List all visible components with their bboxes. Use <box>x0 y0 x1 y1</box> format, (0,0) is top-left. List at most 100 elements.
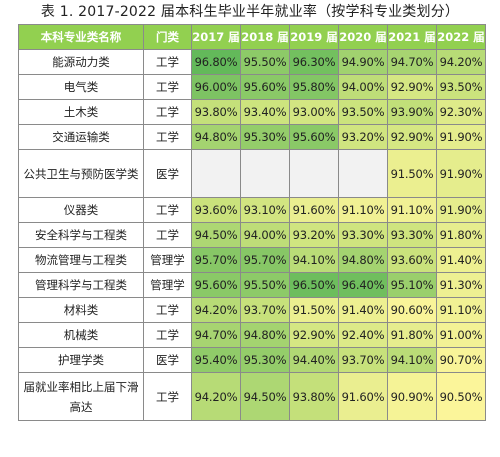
rate-cell: 94.40% <box>289 347 339 373</box>
rate-cell: 91.60% <box>289 197 339 223</box>
table-row: 能源动力类 工学 96.80% 95.50% 96.30% 94.90% 94.… <box>18 49 486 75</box>
rate-cell: 93.50% <box>436 74 486 100</box>
rate-cell: 95.30% <box>240 124 290 150</box>
table-row: 管理科学与工程类 管理学 95.60% 95.50% 96.50% 96.40%… <box>18 272 486 298</box>
header-year-2021: 2021 届 <box>387 24 437 50</box>
rate-cell: 94.10% <box>387 347 437 373</box>
table-row: 材料类 工学 94.20% 93.70% 91.50% 91.40% 90.60… <box>18 297 486 323</box>
rate-cell: 91.30% <box>436 272 486 298</box>
rate-cell: 95.60% <box>289 124 339 150</box>
rate-cell: 93.60% <box>387 247 437 273</box>
rate-cell <box>240 149 290 198</box>
table-row: 交通运输类 工学 94.80% 95.30% 95.60% 93.20% 92.… <box>18 124 486 150</box>
rate-cell: 93.10% <box>240 197 290 223</box>
rate-cell: 94.20% <box>191 297 241 323</box>
major-name: 物流管理与工程类 <box>18 247 144 273</box>
header-major-category: 本科专业类名称 <box>18 24 144 50</box>
header-row: 本科专业类名称 门类 2017 届 2018 届 2019 届 2020 届 2… <box>18 24 486 50</box>
rate-cell: 92.90% <box>289 322 339 348</box>
employment-rate-table: 本科专业类名称 门类 2017 届 2018 届 2019 届 2020 届 2… <box>18 24 486 421</box>
header-year-2018: 2018 届 <box>240 24 290 50</box>
discipline-cell: 管理学 <box>143 272 192 298</box>
rate-cell: 91.10% <box>436 297 486 323</box>
major-name: 电气类 <box>18 74 144 100</box>
rate-cell: 91.40% <box>338 297 388 323</box>
rate-cell: 93.70% <box>240 297 290 323</box>
table-row: 届就业率相比上届下滑高达 工学 94.20% 94.50% 93.80% 91.… <box>18 372 486 421</box>
major-name: 公共卫生与预防医学类 <box>18 149 144 198</box>
rate-cell: 90.50% <box>436 372 486 421</box>
discipline-cell: 工学 <box>143 297 192 323</box>
rate-cell: 90.70% <box>436 347 486 373</box>
rate-cell: 92.90% <box>387 74 437 100</box>
rate-cell: 91.50% <box>289 297 339 323</box>
rate-cell: 95.30% <box>240 347 290 373</box>
rate-cell: 96.00% <box>191 74 241 100</box>
major-name: 管理科学与工程类 <box>18 272 144 298</box>
rate-cell: 95.60% <box>240 74 290 100</box>
major-name: 安全科学与工程类 <box>18 222 144 248</box>
major-name: 交通运输类 <box>18 124 144 150</box>
rate-cell: 90.60% <box>387 297 437 323</box>
header-year-2020: 2020 届 <box>338 24 388 50</box>
major-name: 土木类 <box>18 99 144 125</box>
rate-cell: 95.50% <box>240 272 290 298</box>
rate-cell: 91.90% <box>436 197 486 223</box>
rate-cell: 91.60% <box>338 372 388 421</box>
rate-cell: 92.30% <box>436 99 486 125</box>
discipline-cell: 医学 <box>143 347 192 373</box>
major-name: 仪器类 <box>18 197 144 223</box>
rate-cell: 91.80% <box>387 322 437 348</box>
rate-cell: 93.20% <box>289 222 339 248</box>
table-caption: 表 1. 2017-2022 届本科生毕业半年就业率（按学科专业类划分） <box>40 4 460 20</box>
table-row: 物流管理与工程类 管理学 95.70% 95.70% 94.10% 94.80%… <box>18 247 486 273</box>
rate-cell: 95.80% <box>289 74 339 100</box>
rate-cell: 91.40% <box>436 247 486 273</box>
rate-cell: 93.30% <box>387 222 437 248</box>
rate-cell: 94.80% <box>338 247 388 273</box>
rate-cell <box>338 149 388 198</box>
rate-cell: 95.40% <box>191 347 241 373</box>
rate-cell: 96.50% <box>289 272 339 298</box>
rate-cell: 94.00% <box>240 222 290 248</box>
rate-cell: 94.80% <box>240 322 290 348</box>
rate-cell: 95.70% <box>240 247 290 273</box>
rate-cell <box>191 149 241 198</box>
discipline-cell: 管理学 <box>143 247 192 273</box>
rate-cell: 91.10% <box>387 197 437 223</box>
rate-cell: 91.00% <box>436 322 486 348</box>
discipline-cell: 工学 <box>143 222 192 248</box>
header-discipline: 门类 <box>143 24 192 50</box>
discipline-cell: 工学 <box>143 99 192 125</box>
table-row: 安全科学与工程类 工学 94.50% 94.00% 93.20% 93.30% … <box>18 222 486 248</box>
rate-cell: 93.30% <box>338 222 388 248</box>
major-name: 机械类 <box>18 322 144 348</box>
rate-cell: 93.60% <box>191 197 241 223</box>
rate-cell: 94.50% <box>240 372 290 421</box>
table-row: 电气类 工学 96.00% 95.60% 95.80% 94.00% 92.90… <box>18 74 486 100</box>
table-body: 能源动力类 工学 96.80% 95.50% 96.30% 94.90% 94.… <box>18 49 486 421</box>
major-name: 材料类 <box>18 297 144 323</box>
rate-cell: 93.20% <box>338 124 388 150</box>
table-row: 土木类 工学 93.80% 93.40% 93.00% 93.50% 93.90… <box>18 99 486 125</box>
rate-cell: 94.80% <box>191 124 241 150</box>
rate-cell: 94.70% <box>191 322 241 348</box>
rate-cell: 91.90% <box>436 149 486 198</box>
major-name: 届就业率相比上届下滑高达 <box>18 372 144 421</box>
rate-cell: 93.90% <box>387 99 437 125</box>
rate-cell: 95.70% <box>191 247 241 273</box>
rate-cell: 95.60% <box>191 272 241 298</box>
rate-cell: 93.80% <box>289 372 339 421</box>
rate-cell: 91.80% <box>436 222 486 248</box>
rate-cell: 94.90% <box>338 49 388 75</box>
rate-cell: 94.20% <box>191 372 241 421</box>
discipline-cell: 工学 <box>143 322 192 348</box>
table-row: 护理学类 医学 95.40% 95.30% 94.40% 93.70% 94.1… <box>18 347 486 373</box>
rate-cell: 92.40% <box>338 322 388 348</box>
header-year-2022: 2022 届 <box>436 24 486 50</box>
major-name: 能源动力类 <box>18 49 144 75</box>
rate-cell: 94.00% <box>338 74 388 100</box>
rate-cell: 94.70% <box>387 49 437 75</box>
rate-cell: 93.50% <box>338 99 388 125</box>
rate-cell: 94.10% <box>289 247 339 273</box>
